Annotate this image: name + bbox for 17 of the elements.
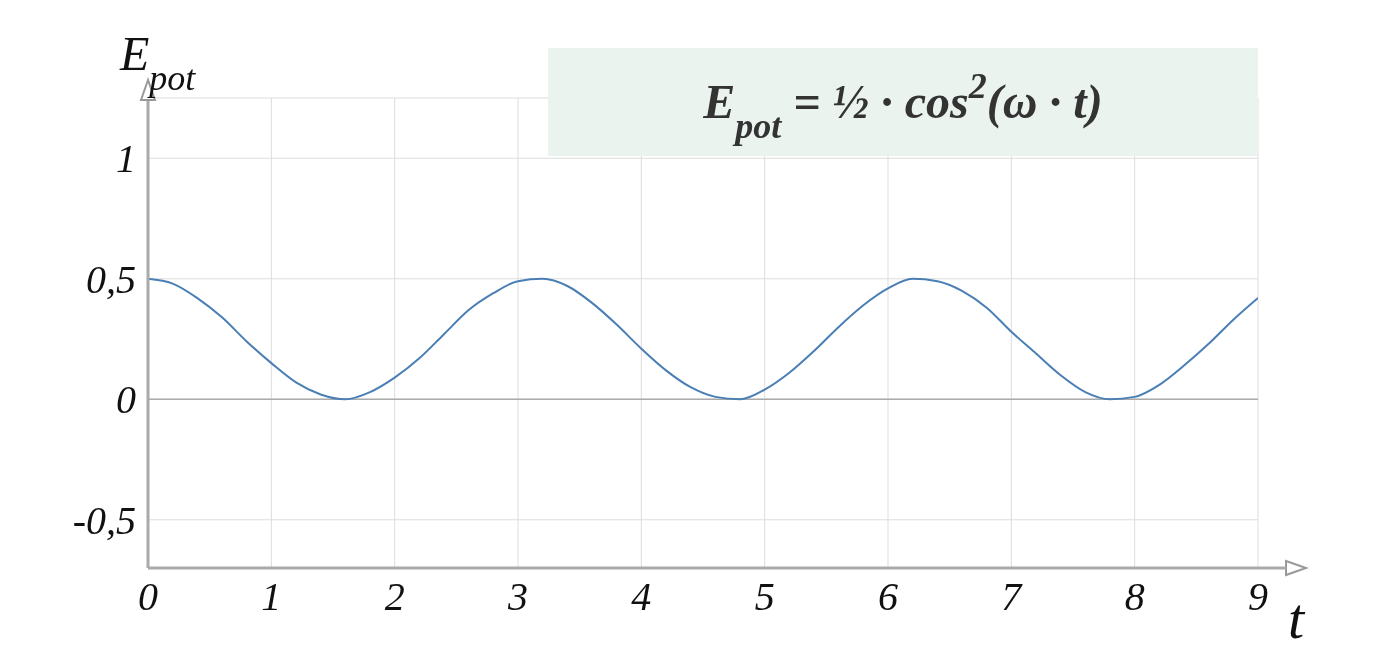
y-tick-label: 0,5: [86, 256, 136, 302]
y-tick-label: 0: [116, 377, 136, 423]
x-tick-label: 4: [631, 574, 652, 620]
annotation: E$_{pot}$ = ½ · cos$^{2}$(ω · t): [702, 66, 1103, 146]
y-tick-label: -0,5: [72, 497, 136, 543]
x-tick-label: 8: [1124, 574, 1145, 620]
y-axis-title: E$_{pot}$: [119, 27, 197, 98]
x-tick-label: 1: [261, 574, 282, 620]
x-tick-label: 6: [878, 574, 898, 620]
x-tick-label: 2: [384, 574, 405, 620]
x-axis-title: t: [1288, 586, 1306, 651]
line-series: [148, 277, 1258, 401]
x-tick-label: 7: [1001, 574, 1024, 620]
x-tick-label: 3: [507, 574, 528, 620]
x-tick-label: 5: [754, 574, 775, 620]
y-tick-label: 1: [116, 136, 136, 182]
x-tick-label: 9: [1248, 574, 1268, 620]
